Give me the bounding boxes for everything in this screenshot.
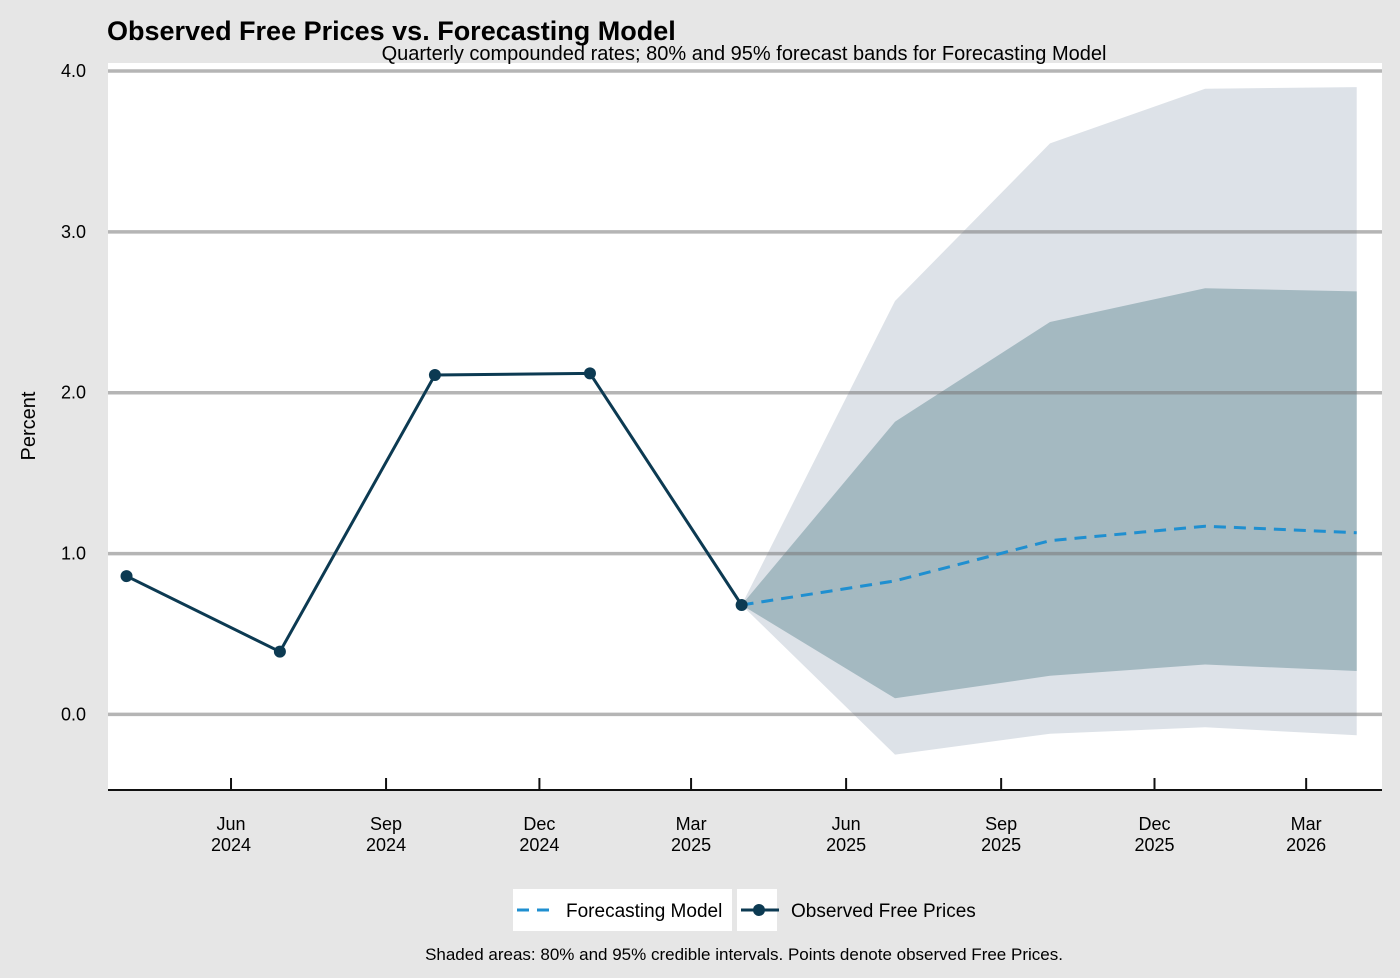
x-tick-label-year-7: 2026 <box>1286 835 1326 855</box>
x-tick-label-year-1: 2024 <box>366 835 406 855</box>
chart-subtitle: Quarterly compounded rates; 80% and 95% … <box>382 43 1107 65</box>
gridlines <box>108 69 1382 717</box>
x-tick-label-year-0: 2024 <box>211 835 251 855</box>
x-tick-label-year-2: 2024 <box>519 835 559 855</box>
x-tick-label-year-3: 2025 <box>671 835 711 855</box>
band-80 <box>741 288 1357 699</box>
y-tick-label-0: 0.0 <box>61 704 86 724</box>
legend-key-observed-point <box>753 904 765 916</box>
chart-caption: Shaded areas: 80% and 95% credible inter… <box>425 945 1063 964</box>
x-tick-label-month-3: Mar <box>676 814 707 834</box>
x-tick-label-year-6: 2025 <box>1134 835 1174 855</box>
observed-point-1 <box>273 645 286 658</box>
observed-point-4 <box>735 599 748 612</box>
legend-label-observed: Observed Free Prices <box>791 901 976 922</box>
y-tick-label-3: 3.0 <box>61 222 86 242</box>
x-tick-label-year-4: 2025 <box>826 835 866 855</box>
legend-box-forecast <box>513 889 732 931</box>
series <box>120 367 1357 658</box>
legend-label-forecast: Forecasting Model <box>566 901 722 922</box>
y-tick-label-2: 2.0 <box>61 383 86 403</box>
x-tick-label-month-1: Sep <box>370 814 402 834</box>
x-tick-label-month-4: Jun <box>832 814 861 834</box>
x-tick-label-year-5: 2025 <box>981 835 1021 855</box>
legend: Forecasting Model Observed Free Prices <box>513 889 976 931</box>
forecast-line <box>741 524 1357 607</box>
axes: 0.01.02.03.04.0Jun2024Sep2024Dec2024Mar2… <box>61 61 1382 855</box>
x-tick-label-month-7: Mar <box>1291 814 1322 834</box>
y-axis-label: Percent <box>18 391 40 460</box>
y-tick-label-1: 1.0 <box>61 544 86 564</box>
observed-point-0 <box>120 570 133 583</box>
x-tick-label-month-0: Jun <box>217 814 246 834</box>
x-tick-label-month-6: Dec <box>1138 814 1170 834</box>
chart-title: Observed Free Prices vs. Forecasting Mod… <box>107 16 676 46</box>
forecast-bands <box>741 87 1357 755</box>
observed-point-2 <box>428 369 441 382</box>
x-tick-label-month-2: Dec <box>523 814 555 834</box>
observed-point-3 <box>583 367 596 380</box>
y-tick-label-4: 4.0 <box>61 61 86 81</box>
x-tick-label-month-5: Sep <box>985 814 1017 834</box>
